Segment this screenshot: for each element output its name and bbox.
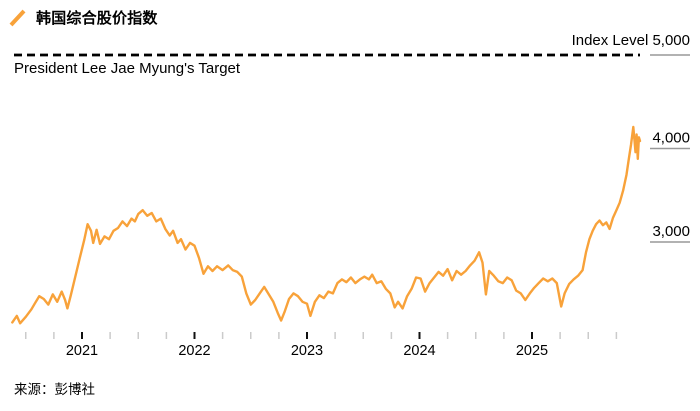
x-axis-year-label: 2023 (291, 343, 323, 359)
y-axis-label: 3,000 (652, 223, 690, 240)
chart-legend: 韩国综合股价指数 (8, 7, 158, 28)
x-axis-year-label: 2024 (403, 343, 435, 359)
chart-title: 韩国综合股价指数 (36, 10, 158, 27)
target-line-label: President Lee Jae Myung's Target (14, 60, 241, 77)
orange-slash-icon (9, 9, 26, 26)
x-axis-year-label: 2021 (66, 343, 98, 359)
y-axis-label: 4,000 (652, 130, 690, 147)
x-axis-year-label: 2025 (516, 343, 548, 359)
target-axis-label: Index Level 5,000 (571, 32, 690, 49)
kospi-line-series (11, 125, 642, 325)
x-axis-year-label: 2022 (178, 343, 210, 359)
source-attribution: 来源：彭博社 (14, 382, 95, 397)
